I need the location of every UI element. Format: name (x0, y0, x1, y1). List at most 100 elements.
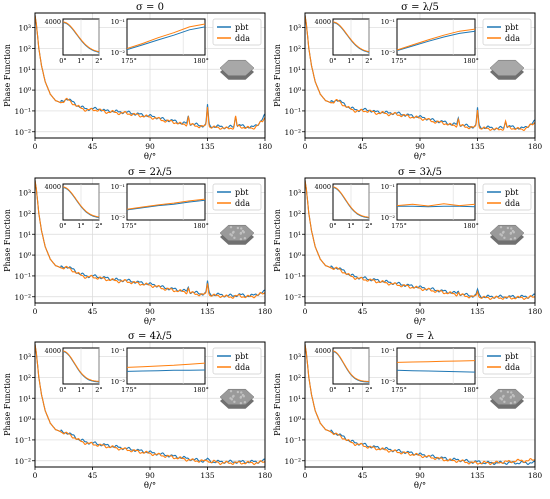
inset-forward-x-tick: 0° (329, 222, 336, 230)
inset-backward-y-tick: 10⁻¹ (381, 183, 396, 191)
x-tick-label: 45 (358, 307, 368, 316)
inset-backward-frame (397, 348, 475, 384)
inset-backward-y-tick: 10⁻¹ (111, 183, 126, 191)
particle-hexagon (220, 60, 254, 80)
legend-label-pbt: pbt (235, 352, 249, 361)
x-tick-label: 180 (528, 471, 543, 480)
x-tick-label: 0 (33, 307, 38, 316)
x-axis-label: θ/° (414, 481, 426, 491)
y-tick-label: 10⁰ (288, 251, 301, 260)
inset-backward-x-tick: 180° (463, 386, 479, 394)
inset-forward-x-tick: 1° (77, 57, 84, 65)
particle-texture (230, 390, 232, 392)
x-tick-label: 0 (303, 307, 308, 316)
x-tick-label: 135 (470, 307, 485, 316)
x-tick-label: 135 (470, 471, 485, 480)
legend-label-dda: dda (235, 34, 250, 43)
y-tick-label: 10¹ (288, 65, 301, 74)
inset-backward-x-tick: 180° (193, 222, 209, 230)
inset-forward-y-tick: 4000 (44, 18, 61, 26)
y-tick-label: 10³ (18, 353, 31, 362)
y-tick-label: 10² (18, 209, 31, 218)
inset-backward-y-tick: 10⁻² (111, 378, 126, 386)
x-tick-label: 45 (358, 142, 368, 151)
x-tick-label: 90 (415, 142, 425, 151)
y-tick-label: 10³ (288, 353, 301, 362)
y-tick-label: 10⁻² (14, 457, 31, 466)
legend-label-pbt: pbt (505, 352, 519, 361)
x-tick-label: 90 (145, 471, 155, 480)
x-tick-label: 180 (528, 307, 543, 316)
particle-hexagon (220, 389, 254, 409)
inset-backward-x-tick: 175° (391, 222, 407, 230)
x-tick-label: 180 (258, 142, 273, 151)
particle-texture (500, 390, 502, 392)
inset-backward-frame (397, 184, 475, 220)
inset-backward-x-tick: 180° (193, 386, 209, 394)
inset-backward-x-tick: 175° (121, 222, 137, 230)
inset-forward-y-tick: 4000 (44, 183, 61, 191)
x-tick-label: 180 (258, 471, 273, 480)
particle-texture (502, 395, 504, 397)
legend-label-dda: dda (235, 363, 250, 372)
y-tick-label: 10⁰ (18, 251, 31, 260)
inset-forward-x-tick: 0° (329, 386, 336, 394)
legend-label-dda: dda (505, 363, 520, 372)
particle-texture (233, 401, 235, 403)
panel-title: σ = 2λ/5 (128, 167, 172, 178)
particle-texture (237, 227, 239, 229)
particle-texture (499, 233, 501, 235)
y-tick-label: 10⁻² (14, 128, 31, 137)
x-tick-label: 135 (200, 142, 215, 151)
y-axis-label: Phase Function (3, 209, 12, 272)
legend: pbt dda (483, 348, 531, 374)
legend-label-dda: dda (505, 199, 520, 208)
inset-backward-x-tick: 180° (193, 57, 209, 65)
y-tick-label: 10⁻² (284, 457, 301, 466)
inset-forward-x-tick: 2° (95, 222, 102, 230)
inset-backward-y-tick: 10⁻² (381, 49, 396, 57)
y-tick-label: 10⁻² (284, 293, 301, 302)
y-tick-label: 10³ (18, 189, 31, 198)
y-tick-label: 10⁻¹ (284, 272, 301, 281)
particle-texture (244, 401, 246, 403)
particle-texture (233, 237, 235, 239)
x-axis-label: θ/° (414, 317, 426, 327)
particle-texture (243, 231, 245, 233)
inset-forward-x-tick: 2° (95, 57, 102, 65)
x-tick-label: 135 (200, 471, 215, 480)
panel-title: σ = 3λ/5 (398, 167, 442, 178)
legend-label-pbt: pbt (505, 188, 519, 197)
x-tick-label: 0 (303, 471, 308, 480)
particle-texture (230, 226, 232, 228)
y-tick-label: 10³ (288, 24, 301, 33)
panel-title: σ = 4λ/5 (128, 331, 172, 342)
y-tick-label: 10⁻¹ (284, 436, 301, 445)
y-tick-label: 10⁰ (18, 86, 31, 95)
x-tick-label: 135 (470, 142, 485, 151)
inset-backward-y-tick: 10⁻¹ (111, 347, 126, 355)
particle-texture (237, 391, 239, 393)
x-axis-label: θ/° (414, 152, 426, 162)
inset-backward-x-tick: 175° (391, 386, 407, 394)
y-tick-label: 10² (18, 44, 31, 53)
particle-texture (243, 395, 245, 397)
inset-forward-x-tick: 1° (347, 222, 354, 230)
particle-texture (513, 231, 515, 233)
y-tick-label: 10¹ (18, 65, 31, 74)
legend: pbt dda (213, 348, 261, 374)
inset-forward-x-tick: 1° (77, 222, 84, 230)
inset-backward-x-tick: 175° (391, 57, 407, 65)
inset-backward-frame (397, 19, 475, 55)
